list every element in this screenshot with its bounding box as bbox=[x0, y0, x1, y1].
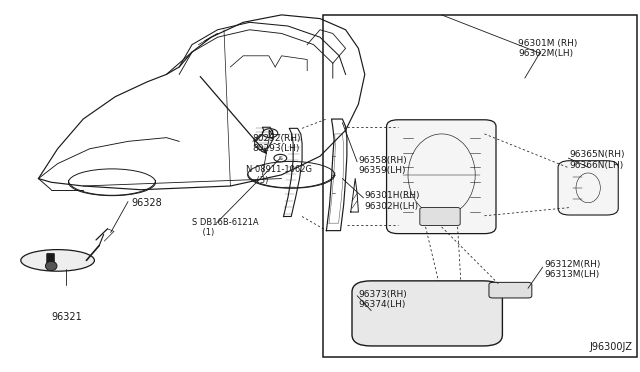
Text: 96312M(RH)
96313M(LH): 96312M(RH) 96313M(LH) bbox=[544, 260, 600, 279]
Text: N 08911-1062G
    (3): N 08911-1062G (3) bbox=[246, 165, 312, 185]
FancyBboxPatch shape bbox=[387, 120, 496, 234]
Text: 96301H(RH)
96302H(LH): 96301H(RH) 96302H(LH) bbox=[365, 191, 420, 211]
Text: 96321: 96321 bbox=[52, 312, 83, 322]
FancyBboxPatch shape bbox=[352, 281, 502, 346]
Text: 96373(RH)
96374(LH): 96373(RH) 96374(LH) bbox=[358, 290, 407, 309]
Text: J96300JZ: J96300JZ bbox=[589, 341, 632, 352]
Circle shape bbox=[262, 129, 278, 138]
Ellipse shape bbox=[20, 250, 95, 271]
Ellipse shape bbox=[45, 261, 57, 271]
Text: 80292(RH)
80293(LH): 80292(RH) 80293(LH) bbox=[253, 134, 301, 153]
Text: N: N bbox=[267, 130, 273, 136]
FancyBboxPatch shape bbox=[489, 282, 532, 298]
Bar bbox=[323, 15, 637, 357]
Text: 96301M (RH)
96302M(LH): 96301M (RH) 96302M(LH) bbox=[518, 39, 578, 58]
Text: 96358(RH)
96359(LH): 96358(RH) 96359(LH) bbox=[358, 156, 407, 175]
Text: S DB16B-6121A
    (1): S DB16B-6121A (1) bbox=[192, 218, 259, 237]
FancyBboxPatch shape bbox=[420, 208, 460, 225]
Text: 96328: 96328 bbox=[131, 198, 162, 208]
Text: S: S bbox=[278, 155, 282, 161]
FancyBboxPatch shape bbox=[558, 161, 618, 215]
Circle shape bbox=[274, 154, 287, 162]
FancyBboxPatch shape bbox=[47, 253, 54, 267]
Text: 96365N(RH)
96366N(LH): 96365N(RH) 96366N(LH) bbox=[570, 150, 625, 170]
